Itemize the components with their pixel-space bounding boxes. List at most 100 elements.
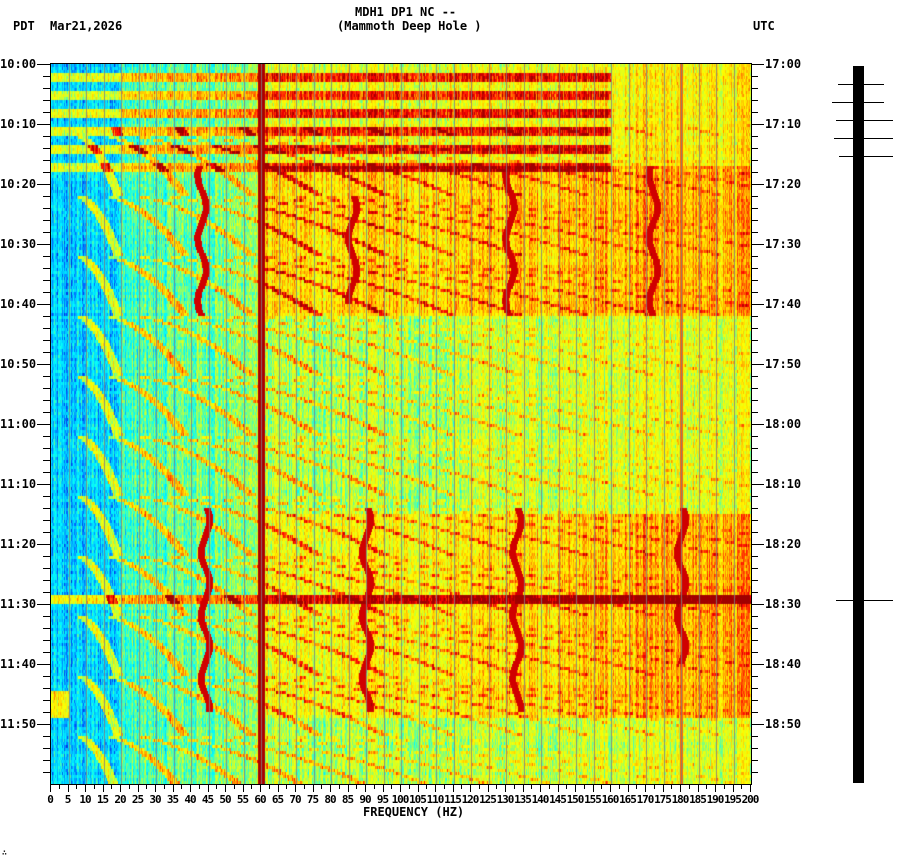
y-tick-left — [43, 112, 50, 113]
y-tick-right — [751, 568, 758, 569]
y-tick-left — [43, 268, 50, 269]
x-tick — [610, 784, 611, 792]
y-tick-right — [751, 88, 758, 89]
left-timezone: PDT — [13, 19, 35, 33]
y-tick-left — [37, 484, 50, 485]
x-tick-label: 165 — [619, 793, 637, 806]
y-tick-left — [37, 364, 50, 365]
x-tick-label: 160 — [601, 793, 620, 806]
x-tick — [94, 784, 95, 789]
x-tick — [409, 784, 410, 789]
y-tick-left — [43, 220, 50, 221]
y-tick-right — [751, 460, 758, 461]
x-tick — [50, 784, 51, 792]
y-tick-left — [37, 544, 50, 545]
x-tick — [461, 784, 462, 789]
x-tick — [540, 784, 541, 792]
y-tick-left — [37, 664, 50, 665]
x-tick-label: 135 — [514, 793, 532, 806]
y-tick-right — [751, 664, 764, 665]
x-tick — [374, 784, 375, 789]
x-tick-label: 175 — [654, 793, 672, 806]
y-tick-left — [43, 136, 50, 137]
y-tick-right — [751, 172, 758, 173]
seismogram-spike — [839, 156, 893, 157]
x-tick — [138, 784, 139, 792]
x-tick-label: 40 — [184, 793, 196, 806]
y-tick-left — [43, 556, 50, 557]
y-tick-right — [751, 640, 758, 641]
x-tick-label: 130 — [496, 793, 515, 806]
y-tick-right — [751, 544, 764, 545]
y-tick-left — [43, 376, 50, 377]
y-tick-right — [751, 268, 758, 269]
y-tick-right — [751, 724, 764, 725]
y-tick-label-right: 18:10 — [765, 477, 802, 491]
x-tick-label: 190 — [706, 793, 725, 806]
x-tick — [103, 784, 104, 792]
y-tick-left — [43, 88, 50, 89]
x-tick — [601, 784, 602, 789]
x-tick — [68, 784, 69, 792]
y-tick-left — [43, 508, 50, 509]
y-tick-left — [43, 700, 50, 701]
y-tick-right — [751, 364, 764, 365]
y-tick-right — [751, 760, 758, 761]
y-tick-left — [43, 640, 50, 641]
x-tick — [199, 784, 200, 789]
x-tick-label: 10 — [79, 793, 91, 806]
seismogram-spike — [836, 600, 893, 601]
y-tick-right — [751, 148, 758, 149]
y-tick-label-left: 10:30 — [0, 237, 37, 251]
x-tick-label: 55 — [236, 793, 249, 806]
x-tick — [505, 784, 506, 792]
x-tick-label: 170 — [636, 793, 655, 806]
y-tick-left — [43, 652, 50, 653]
x-tick — [698, 784, 699, 792]
y-tick-left — [43, 760, 50, 761]
y-tick-left — [43, 76, 50, 77]
x-tick — [654, 784, 655, 789]
y-tick-right — [751, 448, 758, 449]
seismogram-spike — [836, 120, 893, 121]
y-tick-right — [751, 100, 758, 101]
y-tick-label-right: 17:50 — [765, 357, 802, 371]
y-tick-left — [43, 592, 50, 593]
station-name: (Mammoth Deep Hole ) — [337, 19, 482, 33]
y-tick-right — [751, 676, 758, 677]
x-tick — [479, 784, 480, 789]
y-tick-label-right: 17:00 — [765, 57, 802, 71]
x-tick-label: 0 — [47, 793, 54, 806]
x-tick — [575, 784, 576, 792]
x-tick — [164, 784, 165, 789]
y-tick-right — [751, 124, 764, 125]
y-tick-right — [751, 484, 764, 485]
x-tick-label: 100 — [391, 793, 410, 806]
x-tick — [348, 784, 349, 792]
y-tick-right — [751, 388, 758, 389]
x-tick-label: 30 — [149, 793, 161, 806]
station-line: MDH1 DP1 NC -- — [355, 5, 457, 19]
y-tick-right — [751, 508, 758, 509]
y-tick-label-left: 11:20 — [0, 537, 37, 551]
x-tick — [278, 784, 279, 792]
x-tick — [593, 784, 594, 792]
y-tick-left — [43, 712, 50, 713]
y-tick-right — [751, 112, 758, 113]
y-tick-right — [751, 736, 758, 737]
x-tick — [339, 784, 340, 789]
x-tick — [173, 784, 174, 792]
y-tick-left — [43, 412, 50, 413]
x-tick — [76, 784, 77, 789]
y-tick-left — [43, 460, 50, 461]
y-tick-right — [751, 556, 758, 557]
y-tick-right — [751, 196, 758, 197]
y-tick-left — [43, 676, 50, 677]
y-tick-label-right: 18:50 — [765, 717, 802, 731]
y-tick-left — [43, 352, 50, 353]
x-tick — [313, 784, 314, 792]
y-tick-left — [37, 124, 50, 125]
x-tick — [706, 784, 707, 789]
y-tick-right — [751, 772, 758, 773]
x-tick-label: 125 — [479, 793, 497, 806]
